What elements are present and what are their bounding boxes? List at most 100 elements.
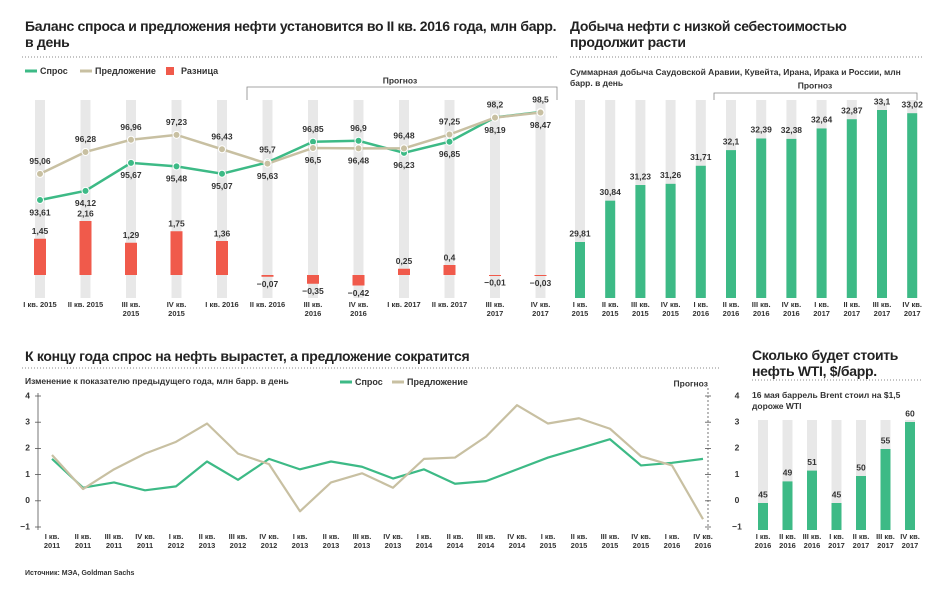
bar xyxy=(856,476,866,530)
point xyxy=(36,196,44,204)
legend-swatch xyxy=(166,67,174,75)
x-tick-label: I кв. 2016 xyxy=(754,532,772,550)
data-label: 95,07 xyxy=(211,181,233,191)
bar xyxy=(534,275,547,276)
data-label: 29,81 xyxy=(569,228,591,238)
data-label: 32,39 xyxy=(751,125,773,135)
y-tick-label: 0 xyxy=(25,495,30,505)
x-tick-label: I кв. 2017 xyxy=(828,532,845,550)
data-label: −0,03 xyxy=(530,278,552,288)
data-label: 51 xyxy=(807,457,817,467)
x-tick-label: I кв. 2013 xyxy=(291,532,309,550)
bar xyxy=(352,275,365,286)
data-label: 50 xyxy=(856,462,866,472)
point xyxy=(172,162,181,171)
band-bg xyxy=(353,100,364,298)
band-bg xyxy=(490,100,500,298)
band-bg xyxy=(399,100,409,298)
annotation: Прогноз xyxy=(798,80,832,90)
y-tick-label: −1 xyxy=(20,521,30,531)
line xyxy=(39,111,541,176)
bar xyxy=(816,128,827,298)
point xyxy=(127,158,135,167)
data-label: 95,06 xyxy=(29,156,51,166)
y-tick-label: 0 xyxy=(735,495,740,505)
source: Источник: МЭА, Goldman Sachs xyxy=(25,570,135,577)
bar xyxy=(216,241,228,275)
chart-subtitle: Суммарная добыча Саудовской Аравии, Куве… xyxy=(570,67,901,88)
x-tick-label: IV кв. 2013 xyxy=(383,532,403,550)
x-tick-label: III кв. 2015 xyxy=(121,300,141,318)
x-tick-label: IV кв. 2016 xyxy=(781,300,802,318)
point xyxy=(218,169,226,178)
bar xyxy=(79,221,92,275)
data-label: 31,71 xyxy=(690,152,712,162)
x-tick-label: II кв. 2011 xyxy=(74,532,92,550)
chart-title: Баланс спроса и предложения нефти устано… xyxy=(25,18,557,50)
line xyxy=(51,404,704,520)
data-label: 96,48 xyxy=(393,131,415,141)
data-label: 97,23 xyxy=(166,117,188,127)
x-tick-label: III кв. 2011 xyxy=(104,532,124,550)
data-label: 96,28 xyxy=(75,134,97,144)
data-label: 97,25 xyxy=(439,117,461,127)
data-label: 96,9 xyxy=(350,123,367,133)
x-tick-label: I кв. 2015 xyxy=(23,300,57,309)
data-label: 93,61 xyxy=(29,207,51,217)
data-label: 98,47 xyxy=(530,120,552,130)
chart-title: К концу года спрос на нефть вырастет, а … xyxy=(25,348,470,364)
x-tick-label: III кв. 2016 xyxy=(802,532,822,550)
x-tick-label: II кв. 2015 xyxy=(67,300,104,309)
x-tick-label: I кв. 2015 xyxy=(571,300,589,318)
data-label: 1,75 xyxy=(168,219,185,229)
x-tick-label: IV кв. 2016 xyxy=(693,532,713,550)
line xyxy=(51,438,704,492)
x-tick-label: IV кв. 2012 xyxy=(259,532,279,550)
data-label: 95,67 xyxy=(120,170,142,180)
x-tick-label: IV кв. 2014 xyxy=(507,532,527,550)
data-label: 98,19 xyxy=(484,125,506,135)
band-bg xyxy=(126,100,136,298)
data-label: 0,4 xyxy=(444,252,456,262)
x-tick-label: III кв. 2016 xyxy=(751,300,771,318)
bar xyxy=(756,138,767,298)
line xyxy=(39,110,541,202)
data-label: −0,07 xyxy=(257,279,279,289)
y-tick-label: 4 xyxy=(25,390,30,400)
x-tick-label: II кв. 2013 xyxy=(198,532,216,550)
x-tick-label: II кв. 2015 xyxy=(601,300,619,318)
x-tick-label: II кв. 2016 xyxy=(779,532,796,550)
data-label: 95,7 xyxy=(259,145,276,155)
x-tick-label: IV кв. 2017 xyxy=(900,532,920,550)
x-tick-label: I кв. 2016 xyxy=(205,300,239,309)
data-label: 96,96 xyxy=(120,122,142,132)
annotation: Прогноз xyxy=(383,75,417,85)
y-tick-label: 2 xyxy=(735,443,740,453)
data-label: 1,45 xyxy=(32,226,49,236)
forecast-bracket xyxy=(246,86,558,100)
data-label: 1,36 xyxy=(214,228,231,238)
band-bg xyxy=(80,100,91,298)
bar xyxy=(605,200,616,298)
x-tick-label: II кв. 2016 xyxy=(722,300,740,318)
bar xyxy=(398,268,410,275)
x-tick-label: II кв. 2016 xyxy=(249,300,286,309)
legend-label: Предложение xyxy=(95,66,156,76)
data-label: 96,5 xyxy=(305,155,322,165)
band-bg xyxy=(575,100,585,298)
bar xyxy=(726,150,736,298)
bar xyxy=(489,275,501,276)
bar xyxy=(831,503,842,530)
point xyxy=(400,144,408,153)
bar xyxy=(907,113,918,299)
chart-subtitle: 16 мая баррель Brent стоил на $1,5 дорож… xyxy=(752,390,901,411)
x-tick-label: I кв. 2011 xyxy=(43,532,61,550)
data-label: 32,38 xyxy=(781,125,803,135)
data-label: 49 xyxy=(783,468,793,478)
bar xyxy=(307,275,319,284)
x-tick-label: III кв. 2012 xyxy=(228,532,248,550)
point xyxy=(172,130,181,139)
bar xyxy=(125,242,137,275)
x-tick-label: I кв. 2016 xyxy=(663,532,681,550)
